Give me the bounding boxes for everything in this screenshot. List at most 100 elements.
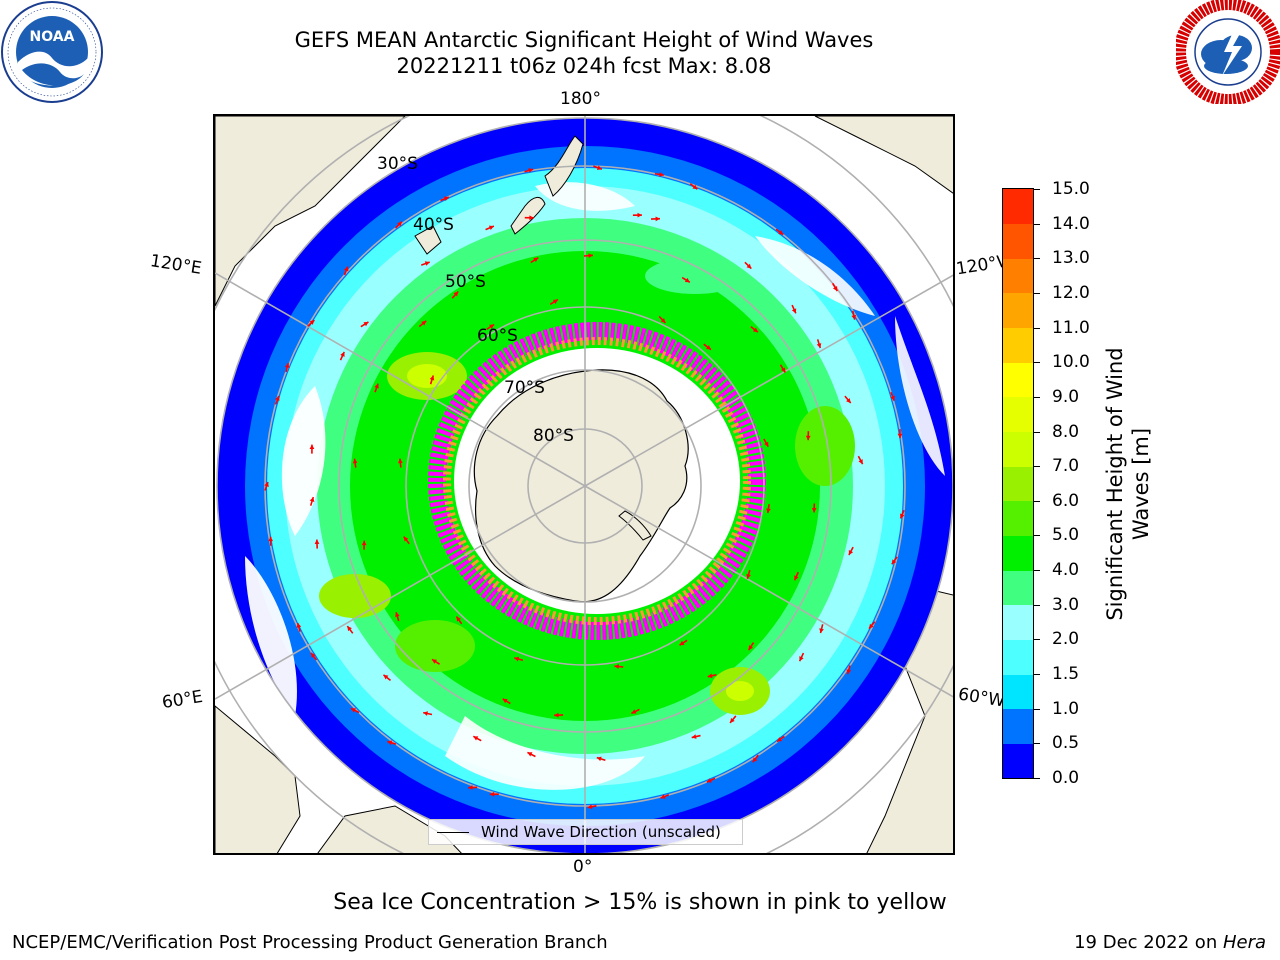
colorbar-tick-mark [1034,708,1040,710]
colorbar-tick-mark [1034,431,1040,433]
lat-label-60s: 60°S [477,326,518,346]
wave-arrow-head [424,261,430,266]
colorbar-tick-label: 3.0 [1052,594,1080,615]
lon-label-60e: 60°E [160,686,205,714]
wave-arrow-head [764,441,769,447]
wave-arrow-head [309,444,315,450]
map-panel: 30°S 40°S 50°S 60°S 70°S 80°S [213,114,955,855]
wave-arrow-head [730,717,735,723]
colorbar-tick-label: 1.5 [1052,664,1080,685]
footer-date: 19 Dec 2022 on Hera [1074,932,1266,953]
lat-label-40s: 40°S [413,215,454,235]
wave-arrow-head [347,626,352,632]
wave-arrow-head [706,345,711,350]
colorbar-tick-label: 0.0 [1052,768,1080,788]
wave-arrow-head [851,314,857,320]
wave-arrow-head [791,308,797,314]
colorbar-segment [1003,431,1033,467]
wind-wave-arrows [264,165,905,810]
wave-arrow-head [502,698,508,704]
wave-arrow-head [456,616,461,622]
wave-arrow-head [374,383,379,389]
wave-arrow-head [832,286,838,292]
colorbar-tick-label: 10.0 [1052,352,1090,373]
wave-arrow-head [846,398,851,403]
wave-arrow-head [395,612,400,618]
colorbar-tick-mark [1034,535,1040,537]
lon-label-120e: 120°E [148,251,203,279]
wave-arrow-head [707,673,713,679]
wave-arrow-head [746,263,752,269]
wave-arrow-head [679,640,685,646]
colorbar-segment [1003,639,1033,675]
wave-arrow-head [309,497,315,502]
colorbar-tick-label: 7.0 [1052,456,1080,477]
legend-label: Wind Wave Direction (unscaled) [481,823,721,841]
wave-arrow-head [659,172,664,177]
wave-arrow-head [752,757,758,763]
wave-arrow-head [637,212,642,218]
colorbar-tick-label: 15.0 [1052,179,1090,199]
colorbar-tick-mark [1034,570,1040,572]
wave-arrow-head [311,652,316,658]
wave-arrow-head [453,291,459,297]
wave-arrow-head [660,318,666,323]
wave-arrow-head [488,225,494,231]
colorbar-segment [1003,292,1033,329]
wave-arrow-head [423,711,428,716]
wave-arrow-head [431,659,437,664]
colorbar-segment [1003,570,1033,606]
wave-arrow-head [528,168,534,173]
wave-arrow-head [805,435,811,441]
wave-arrow-head [363,321,369,327]
colorbar-segment [1003,362,1033,398]
chart-title: GEFS MEAN Antarctic Significant Height o… [294,28,874,52]
wave-arrow-head [350,708,356,713]
colorbar-tick-label: 13.0 [1052,248,1090,269]
wave-arrow-head [631,709,637,714]
footer-date-text: 19 Dec 2022 on [1074,932,1223,953]
wave-arrow-head [383,674,389,680]
footer-host: Hera [1222,932,1266,953]
wave-arrow-head [514,656,520,662]
wave-arrow-head [443,196,449,201]
wave-arrow-head [778,230,784,235]
colorbar-tick-label: 0.5 [1052,733,1080,754]
wave-arrow-head [752,327,758,333]
wave-arrow-head [777,737,783,742]
lon-label-60w: 60°W [956,684,1007,712]
wave-arrow-head [473,736,479,741]
wave-arrow-head [268,536,274,542]
wave-arrow-head [890,395,895,401]
colorbar-tick-mark [1034,778,1040,779]
legend-line-icon [437,831,469,833]
wave-arrow-head [897,433,903,439]
colorbar-segment [1003,500,1033,536]
wave-arrow-head [766,508,771,514]
lat-label-30s: 30°S [377,154,418,174]
wave-arrow-head [340,351,345,357]
wave-arrow-head [748,645,754,651]
wave-arrow-head [554,712,559,718]
wave-arrow-head [848,550,854,556]
colorbar-tick-mark [1034,674,1040,676]
colorbar-segment [1003,223,1033,259]
colorbar-tick-label: 8.0 [1052,421,1080,442]
colorbar-tick-label: 12.0 [1052,282,1090,303]
wave-arrow-head [811,508,817,513]
wave-arrow-head [846,669,852,675]
antarctic-peninsula [618,510,652,541]
wave-arrow-head [533,257,539,263]
colorbar-segment [1003,396,1033,433]
wave-arrow-head [429,375,435,381]
wave-arrow-head [314,539,320,545]
lon-label-180: 180° [560,89,601,109]
colorbar-tick-label: 2.0 [1052,629,1080,650]
svg-text:NOAA: NOAA [30,29,75,45]
wave-arrow-head [309,320,315,325]
colorbar-tick-mark [1034,223,1040,225]
colorbar-tick-mark [1034,639,1040,641]
colorbar-segment [1003,535,1033,571]
wave-arrow-head [275,395,280,401]
wave-arrow-head [552,299,558,304]
